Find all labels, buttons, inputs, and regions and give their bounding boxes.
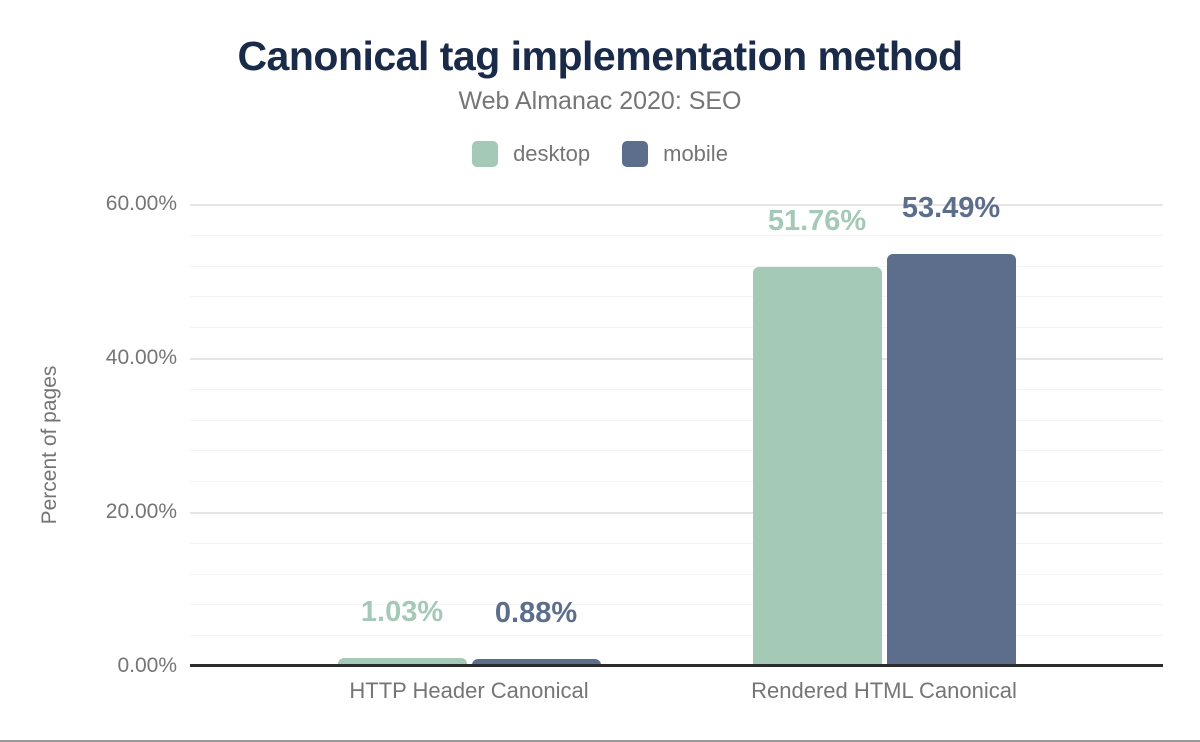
minor-gridline [190,573,1163,575]
legend: desktop mobile [0,141,1200,167]
y-tick-label: 0.00% [117,654,177,677]
legend-item-desktop: desktop [472,141,590,167]
bar-mobile-1[interactable] [886,254,1016,666]
minor-gridline [190,419,1163,421]
value-label-mobile-0: 0.88% [494,597,578,630]
bar-mobile-0[interactable] [471,659,601,666]
minor-gridline [190,234,1163,236]
y-tick-label: 60.00% [105,192,177,215]
minor-gridline [190,296,1163,298]
value-label-mobile-1: 53.49% [901,192,1001,225]
bar-desktop-1[interactable] [752,267,882,666]
bar-desktop-0[interactable] [337,658,467,666]
category-label-0: HTTP Header Canonical [349,678,589,703]
minor-gridline [190,635,1163,637]
chart-title: Canonical tag implementation method [237,33,963,79]
legend-label-mobile: mobile [663,141,728,166]
minor-gridline [190,542,1163,544]
y-tick-label: 20.00% [105,500,177,523]
legend-item-mobile: mobile [622,141,728,167]
major-gridline [190,358,1163,360]
minor-gridline [190,604,1163,606]
y-tick-label: 40.00% [105,346,177,369]
minor-gridline [190,265,1163,267]
minor-gridline [190,327,1163,329]
chart-subtitle: Web Almanac 2020: SEO [458,87,742,115]
value-label-desktop-1: 51.76% [767,205,867,238]
minor-gridline [190,450,1163,452]
y-axis-title: Percent of pages [38,365,61,525]
mobile-swatch-icon [622,141,649,167]
x-axis-line [190,664,1163,667]
desktop-swatch-icon [472,141,499,167]
major-gridline [190,204,1163,206]
legend-label-desktop: desktop [513,141,591,166]
category-label-1: Rendered HTML Canonical [751,678,1017,703]
value-label-desktop-0: 1.03% [360,596,444,629]
major-gridline [190,512,1163,514]
bottom-border [0,740,1200,742]
minor-gridline [190,481,1163,483]
minor-gridline [190,388,1163,390]
